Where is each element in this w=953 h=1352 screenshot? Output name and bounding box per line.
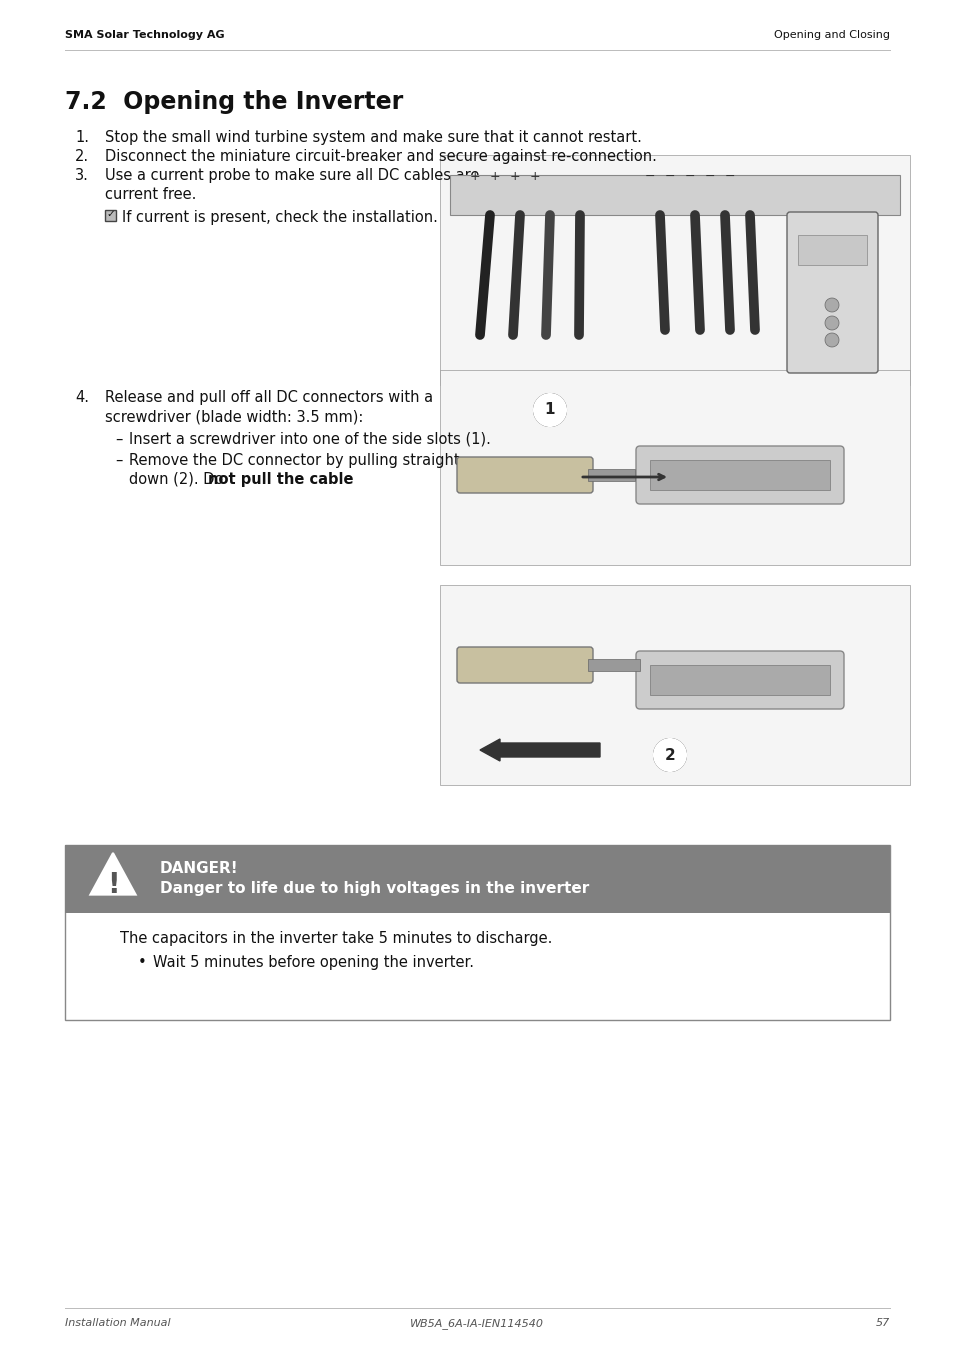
Text: •: • <box>138 955 147 969</box>
Bar <box>649 665 829 695</box>
Text: 4.: 4. <box>75 389 89 406</box>
FancyBboxPatch shape <box>439 585 909 786</box>
Text: screwdriver (blade width: 3.5 mm):: screwdriver (blade width: 3.5 mm): <box>105 410 363 425</box>
Text: 2.: 2. <box>75 149 89 164</box>
Text: 2: 2 <box>664 748 675 763</box>
FancyBboxPatch shape <box>456 457 593 493</box>
Text: 3.: 3. <box>75 168 89 183</box>
Text: Stop the small wind turbine system and make sure that it cannot restart.: Stop the small wind turbine system and m… <box>105 130 641 145</box>
Text: DANGER!: DANGER! <box>160 861 238 876</box>
Text: The capacitors in the inverter take 5 minutes to discharge.: The capacitors in the inverter take 5 mi… <box>120 932 552 946</box>
Text: down (2). Do: down (2). Do <box>129 472 228 487</box>
Text: Danger to life due to high voltages in the inverter: Danger to life due to high voltages in t… <box>160 882 589 896</box>
Bar <box>65 845 889 1019</box>
Text: −: − <box>724 170 735 183</box>
Text: 1: 1 <box>544 403 555 418</box>
Bar <box>649 460 829 489</box>
Text: –: – <box>115 453 122 468</box>
Text: –: – <box>115 433 122 448</box>
Text: !: ! <box>107 871 119 899</box>
FancyBboxPatch shape <box>439 370 909 565</box>
Text: current free.: current free. <box>105 187 196 201</box>
Text: not pull the cable: not pull the cable <box>208 472 354 487</box>
FancyBboxPatch shape <box>636 446 843 504</box>
Circle shape <box>824 316 838 330</box>
Text: .: . <box>323 472 328 487</box>
FancyBboxPatch shape <box>456 648 593 683</box>
Text: −: − <box>644 170 655 183</box>
Text: Release and pull off all DC connectors with a: Release and pull off all DC connectors w… <box>105 389 433 406</box>
Text: −: − <box>684 170 695 183</box>
Circle shape <box>654 740 685 771</box>
Bar <box>105 210 116 220</box>
Bar <box>587 469 635 481</box>
Text: −: − <box>704 170 715 183</box>
Text: Use a current probe to make sure all DC cables are: Use a current probe to make sure all DC … <box>105 168 478 183</box>
Circle shape <box>534 393 565 426</box>
Text: 7.2  Opening the Inverter: 7.2 Opening the Inverter <box>65 91 403 114</box>
Text: Wait 5 minutes before opening the inverter.: Wait 5 minutes before opening the invert… <box>152 955 474 969</box>
Text: 1.: 1. <box>75 130 89 145</box>
Text: −: − <box>664 170 675 183</box>
Text: SMA Solar Technology AG: SMA Solar Technology AG <box>65 30 224 41</box>
Bar <box>797 235 866 265</box>
Circle shape <box>824 297 838 312</box>
Text: Opening and Closing: Opening and Closing <box>773 30 889 41</box>
Bar <box>65 845 889 913</box>
Polygon shape <box>91 853 135 895</box>
Text: +: + <box>529 170 539 183</box>
FancyBboxPatch shape <box>439 155 909 385</box>
Text: WB5A_6A-IA-IEN114540: WB5A_6A-IA-IEN114540 <box>410 1318 543 1329</box>
Text: 57: 57 <box>875 1318 889 1328</box>
Text: Remove the DC connector by pulling straight: Remove the DC connector by pulling strai… <box>129 453 459 468</box>
Bar <box>450 174 899 215</box>
Text: ✓: ✓ <box>106 210 114 219</box>
Text: If current is present, check the installation.: If current is present, check the install… <box>122 210 437 224</box>
Text: +: + <box>509 170 519 183</box>
FancyBboxPatch shape <box>786 212 877 373</box>
Circle shape <box>824 333 838 347</box>
Text: +: + <box>489 170 499 183</box>
Text: Installation Manual: Installation Manual <box>65 1318 171 1328</box>
Text: +: + <box>469 170 479 183</box>
Bar <box>587 658 639 671</box>
Text: Insert a screwdriver into one of the side slots (1).: Insert a screwdriver into one of the sid… <box>129 433 491 448</box>
Text: Disconnect the miniature circuit-breaker and secure against re-connection.: Disconnect the miniature circuit-breaker… <box>105 149 657 164</box>
FancyArrow shape <box>479 740 599 761</box>
FancyBboxPatch shape <box>636 652 843 708</box>
